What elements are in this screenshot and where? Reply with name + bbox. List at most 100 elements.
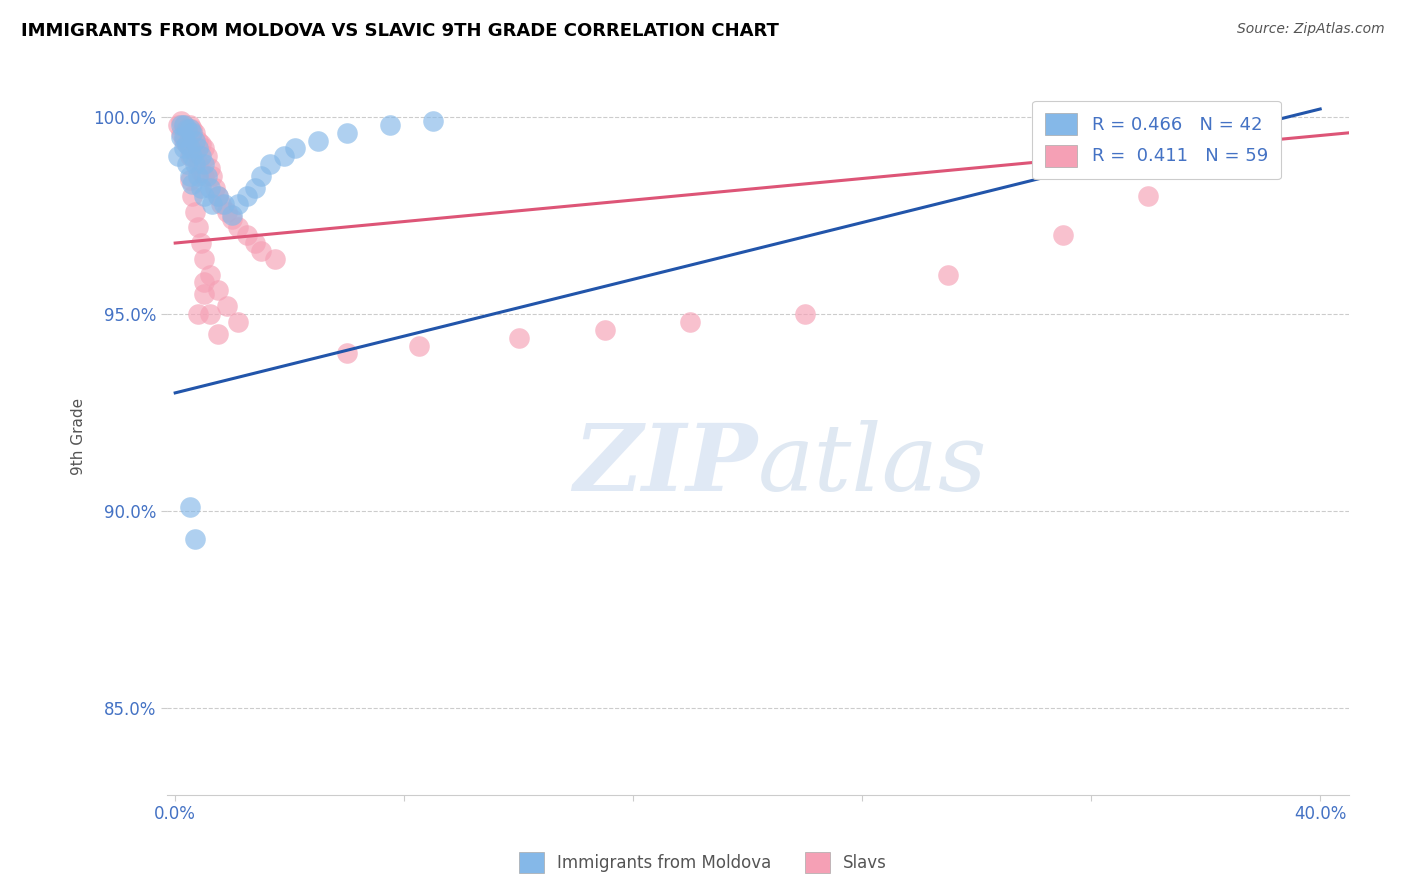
Point	[193, 252, 215, 266]
Point	[170, 113, 193, 128]
Point	[184, 204, 207, 219]
Point	[190, 137, 212, 152]
Point	[378, 118, 401, 132]
Point	[173, 134, 195, 148]
Y-axis label: 9th Grade: 9th Grade	[72, 398, 86, 475]
Point	[179, 141, 201, 155]
Point	[179, 149, 201, 163]
Text: atlas: atlas	[758, 420, 987, 510]
Point	[235, 228, 257, 243]
Legend: R = 0.466   N = 42, R =  0.411   N = 59: R = 0.466 N = 42, R = 0.411 N = 59	[1032, 101, 1281, 179]
Point	[179, 169, 201, 183]
Point	[221, 212, 243, 227]
Point	[193, 157, 215, 171]
Point	[181, 141, 204, 155]
Point	[173, 118, 195, 132]
Point	[179, 118, 201, 132]
Point	[198, 181, 221, 195]
Point	[184, 532, 207, 546]
Point	[181, 177, 204, 191]
Point	[207, 188, 229, 202]
Point	[245, 181, 267, 195]
Point	[170, 129, 193, 144]
Point	[226, 196, 249, 211]
Point	[167, 118, 190, 132]
Point	[259, 157, 281, 171]
Point	[190, 235, 212, 250]
Point	[173, 118, 195, 132]
Point	[193, 169, 215, 183]
Point	[215, 204, 238, 219]
Point	[1052, 228, 1074, 243]
Point	[179, 121, 201, 136]
Point	[173, 129, 195, 144]
Point	[422, 113, 444, 128]
Point	[284, 141, 307, 155]
Point	[176, 157, 198, 171]
Point	[179, 129, 201, 144]
Point	[190, 181, 212, 195]
Point	[176, 121, 198, 136]
Point	[212, 196, 235, 211]
Point	[593, 323, 616, 337]
Point	[936, 268, 959, 282]
Point	[201, 169, 224, 183]
Point	[184, 134, 207, 148]
Point	[307, 134, 329, 148]
Point	[1251, 118, 1274, 132]
Point	[195, 149, 218, 163]
Point	[187, 169, 209, 183]
Point	[408, 338, 430, 352]
Point	[173, 141, 195, 155]
Point	[198, 161, 221, 175]
Point	[176, 137, 198, 152]
Point	[190, 149, 212, 163]
Text: Source: ZipAtlas.com: Source: ZipAtlas.com	[1237, 22, 1385, 37]
Point	[176, 121, 198, 136]
Point	[215, 299, 238, 313]
Point	[187, 157, 209, 171]
Point	[184, 126, 207, 140]
Point	[264, 252, 287, 266]
Legend: Immigrants from Moldova, Slavs: Immigrants from Moldova, Slavs	[512, 846, 894, 880]
Point	[187, 141, 209, 155]
Point	[181, 149, 204, 163]
Point	[181, 126, 204, 140]
Point	[1137, 188, 1160, 202]
Point	[187, 220, 209, 235]
Point	[193, 287, 215, 301]
Point	[204, 181, 226, 195]
Point	[198, 268, 221, 282]
Point	[273, 149, 295, 163]
Point	[245, 235, 267, 250]
Point	[235, 188, 257, 202]
Point	[181, 121, 204, 136]
Point	[250, 244, 273, 258]
Point	[198, 307, 221, 321]
Point	[209, 196, 232, 211]
Point	[187, 134, 209, 148]
Point	[794, 307, 817, 321]
Point	[195, 169, 218, 183]
Point	[170, 126, 193, 140]
Point	[679, 315, 702, 329]
Point	[336, 126, 359, 140]
Point	[193, 188, 215, 202]
Point	[167, 149, 190, 163]
Point	[508, 331, 530, 345]
Point	[193, 276, 215, 290]
Point	[226, 315, 249, 329]
Point	[207, 284, 229, 298]
Point	[207, 326, 229, 341]
Point	[1195, 149, 1218, 163]
Point	[226, 220, 249, 235]
Point	[193, 141, 215, 155]
Point	[250, 169, 273, 183]
Point	[221, 209, 243, 223]
Point	[179, 173, 201, 187]
Text: IMMIGRANTS FROM MOLDOVA VS SLAVIC 9TH GRADE CORRELATION CHART: IMMIGRANTS FROM MOLDOVA VS SLAVIC 9TH GR…	[21, 22, 779, 40]
Point	[179, 500, 201, 515]
Point	[176, 137, 198, 152]
Point	[336, 346, 359, 360]
Point	[181, 188, 204, 202]
